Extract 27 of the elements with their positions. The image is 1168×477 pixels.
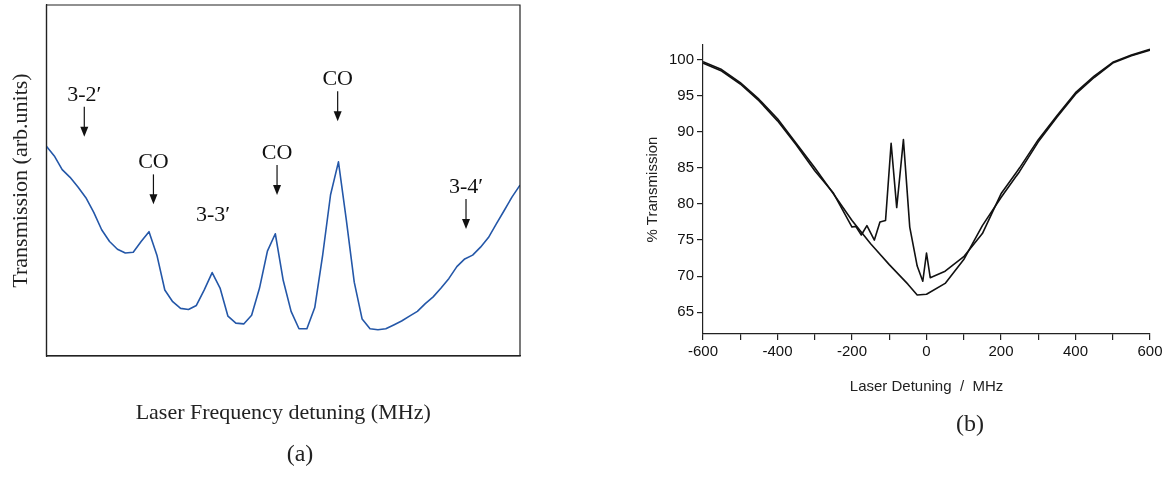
y-tick-label: 90 [677,121,695,139]
x-tick-label: 600 [1137,342,1163,360]
y-tick-label: 80 [677,194,695,212]
x-tick-label: 400 [1062,342,1089,360]
y-tick-label: 85 [677,157,695,175]
y-axis-title: Transmission (arb.units) [6,73,32,288]
text: CO [322,65,353,91]
text: (b) [955,410,985,437]
x-tick-label: 200 [988,342,1014,360]
text: (a) [285,440,315,467]
annotation: 3-4′ [448,172,484,198]
y-tick-label: 70 [677,266,695,284]
y-tick-label: 65 [677,302,695,320]
x-tick-label: -400 [762,342,793,360]
x-axis-title: Laser Detuning / MHz [849,377,1004,395]
annotation: CO [261,138,293,164]
y-tick-label: 100 [669,49,695,67]
annotation: CO [138,148,169,174]
annotation: 3-3′ [196,200,231,226]
x-tick-label: 0 [922,342,931,360]
y-tick-label: 95 [677,85,695,103]
x-axis-title: Laser Frequency detuning (MHz) [135,398,431,424]
y-axis-title: % Transmission [643,136,661,243]
x-tick-label: -200 [837,342,868,360]
x-tick-label: -600 [688,342,719,360]
y-tick-label: 75 [677,230,695,248]
text: 3-2′ [67,80,102,106]
